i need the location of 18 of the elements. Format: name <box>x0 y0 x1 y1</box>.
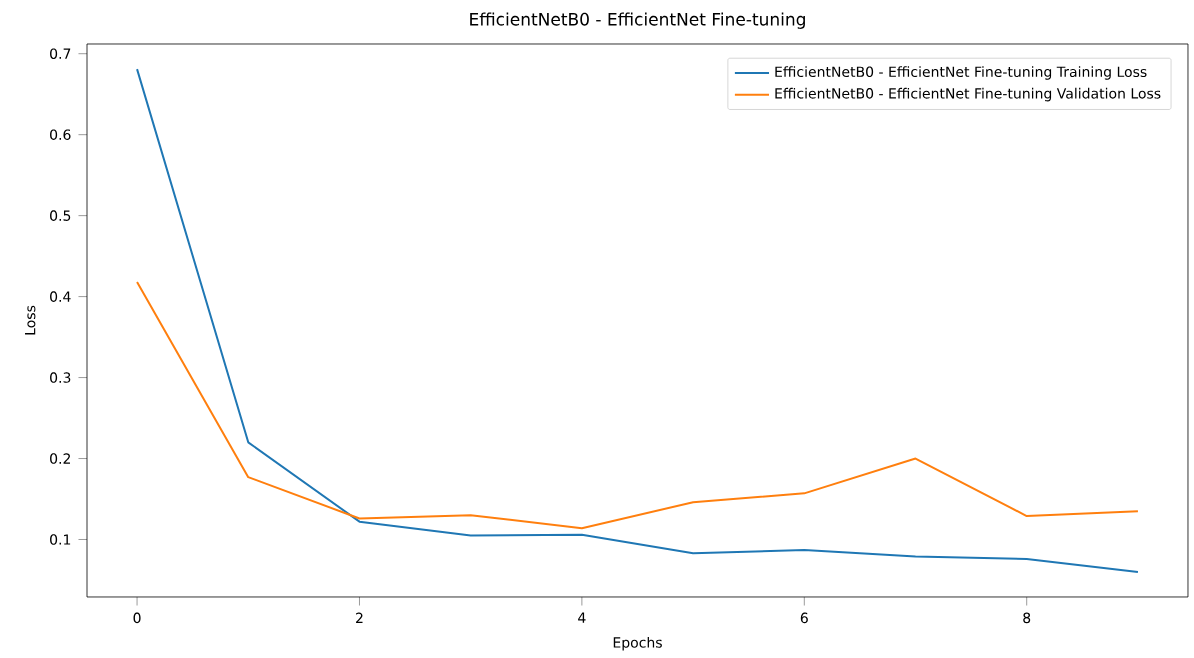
legend-label: EfficientNetB0 - EfficientNet Fine-tuning Validation Loss <box>775 87 1161 102</box>
x-tick-label: 0 <box>133 612 141 624</box>
y-tick-label: 0.1 <box>50 534 71 545</box>
y-tick-label: 0.5 <box>50 210 71 221</box>
x-tick-label: 2 <box>356 612 363 623</box>
x-tick-label: 6 <box>800 612 808 624</box>
chart-title: EfficientNetB0 - EfficientNet Fine-tuning <box>470 12 805 29</box>
y-tick-label: 0.4 <box>50 291 71 302</box>
y-axis-title: Loss <box>25 305 36 335</box>
y-tick-label: 0.2 <box>50 453 70 464</box>
y-tick-label: 0.6 <box>50 129 71 140</box>
line-series <box>136 281 1139 530</box>
x-tick-label: 8 <box>1023 612 1031 624</box>
y-tick-label: 0.7 <box>50 48 71 59</box>
x-axis-title: Epochs <box>613 636 662 651</box>
y-tick-label: 0.3 <box>50 372 71 383</box>
legend-label: EfficientNetB0 - EfficientNet Fine-tuning Training Loss <box>775 66 1147 80</box>
x-tick-label: 4 <box>578 612 586 623</box>
